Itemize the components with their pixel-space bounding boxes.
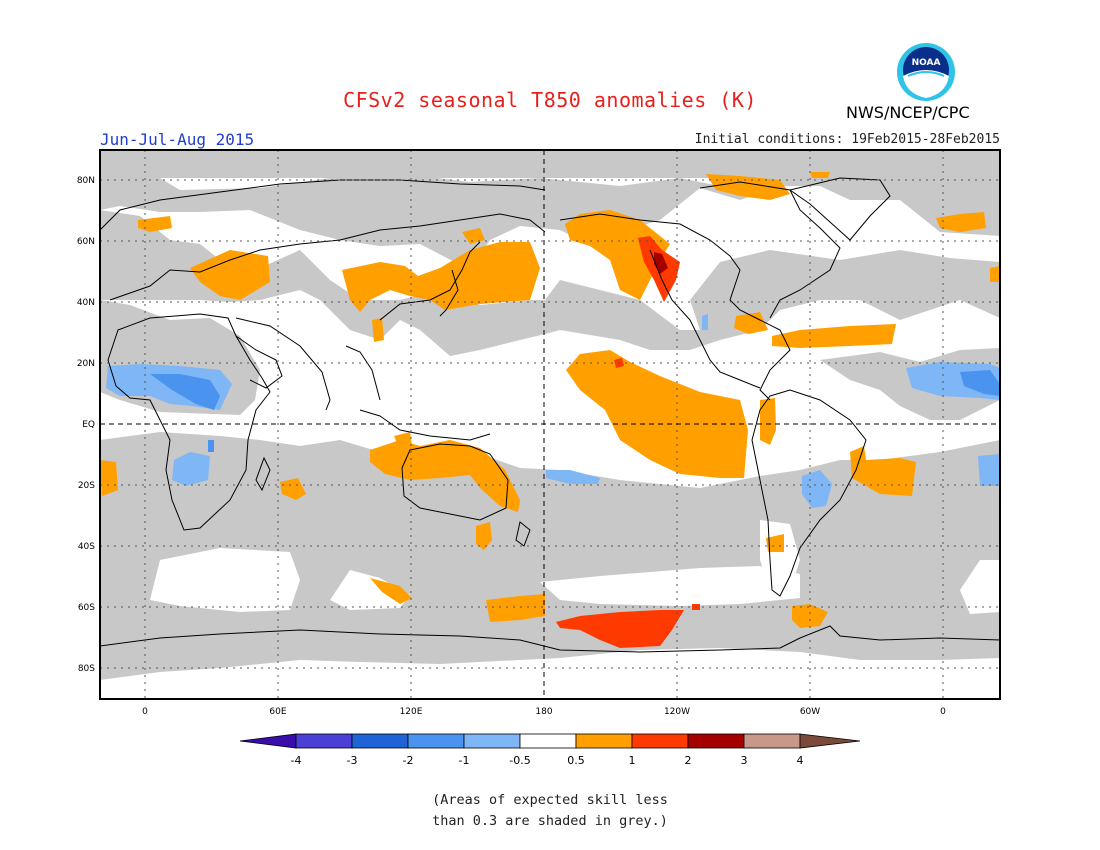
- lat-label: 60S: [78, 603, 95, 613]
- lat-label: 20S: [78, 481, 95, 491]
- legend-label: -2: [403, 754, 414, 767]
- legend-swatch: [743, 733, 801, 749]
- lon-label: 60W: [800, 707, 820, 717]
- lat-label: 80S: [78, 664, 95, 674]
- agency-label: NWS/NCEP/CPC: [846, 103, 970, 122]
- skill-note: (Areas of expected skill less than 0.3 a…: [0, 790, 1100, 832]
- logo-text: NOAA: [912, 58, 941, 68]
- legend-swatch: [519, 733, 577, 749]
- legend-label: -4: [291, 754, 302, 767]
- legend-label: -3: [347, 754, 358, 767]
- reference-lines: [100, 150, 1000, 699]
- lon-label: 180: [535, 707, 552, 717]
- season-label: Jun-Jul-Aug 2015: [100, 130, 255, 149]
- legend-swatch: [351, 733, 409, 749]
- legend-label: -0.5: [509, 754, 530, 767]
- lat-label: EQ: [82, 420, 95, 430]
- legend-swatch: [799, 733, 861, 749]
- initial-conditions-label: Initial conditions: 19Feb2015-28Feb2015: [694, 132, 1000, 147]
- coastlines: [100, 177, 1000, 653]
- lat-lon-grid: [100, 150, 1000, 699]
- legend-label: 3: [741, 754, 748, 767]
- lon-label: 120E: [400, 707, 423, 717]
- skill-note-line2: than 0.3 are shaded in grey.): [432, 813, 668, 829]
- legend-colorbar: [239, 733, 861, 749]
- lat-label: 80N: [77, 176, 95, 186]
- legend-label: 4: [797, 754, 804, 767]
- lon-label: 0: [940, 707, 946, 717]
- lat-label: 40S: [78, 542, 95, 552]
- noaa-logo: NOAA: [897, 43, 955, 101]
- legend-swatch: [407, 733, 465, 749]
- legend-label: 0.5: [567, 754, 585, 767]
- legend-label: 1: [629, 754, 636, 767]
- anomaly-positive-0.5-1: [100, 172, 1000, 628]
- legend-swatch: [575, 733, 633, 749]
- legend-label: -1: [459, 754, 470, 767]
- lat-label: 20N: [77, 359, 95, 369]
- legend-swatch: [463, 733, 521, 749]
- lat-label: 40N: [77, 298, 95, 308]
- lat-label: 60N: [77, 237, 95, 247]
- skill-note-line1: (Areas of expected skill less: [432, 792, 668, 808]
- lon-label: 120W: [664, 707, 690, 717]
- legend-swatch: [295, 733, 353, 749]
- chart-title: CFSv2 seasonal T850 anomalies (K): [343, 88, 757, 112]
- anomaly-map: 80N 60N 40N 20N EQ 20S 40S 60S 80S 0 60E…: [77, 149, 1001, 767]
- map-frame: [99, 149, 1001, 700]
- lon-label: 60E: [269, 707, 286, 717]
- legend-label: 2: [685, 754, 692, 767]
- lon-label: 0: [142, 707, 148, 717]
- legend-swatch: [239, 733, 297, 749]
- legend-swatch: [631, 733, 689, 749]
- legend-swatch: [687, 733, 745, 749]
- anomaly-negative-1-2: [150, 370, 1000, 452]
